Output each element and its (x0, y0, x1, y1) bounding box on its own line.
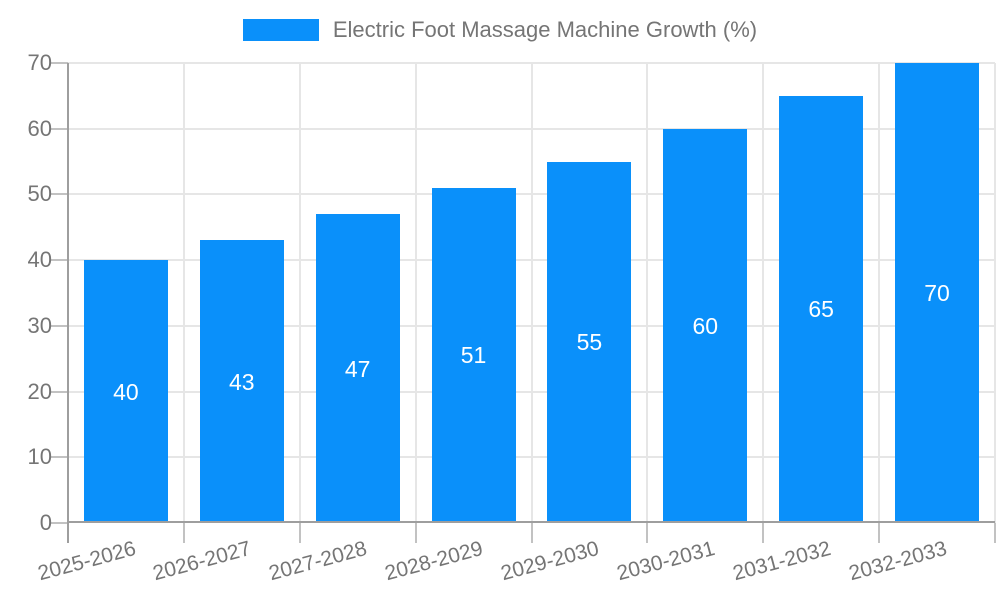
x-axis-tick-label: 2029-2030 (498, 537, 602, 586)
x-axis-tick-label: 2026-2027 (150, 537, 254, 586)
bar-value-label: 51 (460, 342, 487, 369)
x-axis-tick (646, 523, 649, 543)
v-gridline (994, 63, 996, 523)
y-axis-tick (50, 193, 68, 196)
v-gridline (762, 63, 765, 523)
y-axis-tick-label: 20 (27, 378, 52, 404)
y-axis-tick-label: 40 (27, 247, 52, 273)
bar-value-label: 70 (924, 280, 950, 306)
x-axis-tick (878, 523, 881, 543)
y-axis-tick-label: 10 (27, 444, 52, 470)
v-gridline (530, 63, 533, 523)
x-axis-tick-label: 2032-2033 (846, 537, 950, 586)
bar (895, 63, 980, 523)
y-axis-tick (50, 62, 68, 64)
y-axis-tick (50, 324, 68, 327)
chart-legend: Electric Foot Massage Machine Growth (%) (0, 17, 1000, 43)
bar-value-label: 47 (344, 355, 371, 382)
legend-series-label: Electric Foot Massage Machine Growth (%) (332, 17, 758, 42)
bar (547, 161, 632, 523)
x-axis-tick-label: 2030-2031 (614, 537, 718, 586)
x-axis-tick-label: 2025-2026 (34, 537, 138, 586)
x-axis-tick (762, 523, 765, 543)
x-axis-tick-label: 2027-2028 (266, 537, 370, 586)
bar (83, 260, 168, 523)
v-gridline (646, 63, 649, 523)
x-axis-tick (298, 523, 301, 543)
y-axis-tick (50, 522, 68, 524)
bar-value-label: 40 (113, 378, 139, 405)
y-axis-tick (50, 127, 68, 130)
v-gridline (182, 63, 185, 523)
y-axis-tick-label: 50 (27, 181, 52, 207)
y-axis-tick (50, 390, 68, 393)
bar (663, 128, 748, 523)
legend-color-swatch (242, 19, 319, 41)
x-axis-tick-label: 2028-2029 (382, 537, 486, 586)
bar (315, 214, 400, 523)
y-axis-tick (50, 259, 68, 262)
y-axis-tick-label: 0 (39, 510, 52, 535)
x-axis-tick-label: 2031-2032 (730, 537, 834, 586)
bar (431, 187, 516, 523)
bar (199, 240, 284, 523)
y-axis-tick-label: 60 (27, 115, 52, 141)
y-axis-tick (50, 456, 68, 459)
bar-value-label: 55 (576, 329, 603, 356)
v-gridline (414, 63, 417, 523)
bar-value-label: 60 (692, 312, 719, 339)
v-gridline (878, 63, 881, 523)
y-axis-tick-label: 70 (27, 50, 52, 75)
x-axis-tick (182, 523, 185, 543)
bar-value-label: 43 (229, 368, 255, 395)
y-axis-tick-label: 30 (27, 312, 52, 338)
bar-value-label: 65 (808, 296, 834, 323)
y-axis-line (67, 63, 69, 543)
x-axis-tick (414, 523, 417, 543)
x-axis-tick (530, 523, 533, 543)
bar (779, 95, 864, 523)
x-axis-line (68, 521, 995, 523)
x-axis-tick (994, 523, 996, 543)
v-gridline (298, 63, 301, 523)
